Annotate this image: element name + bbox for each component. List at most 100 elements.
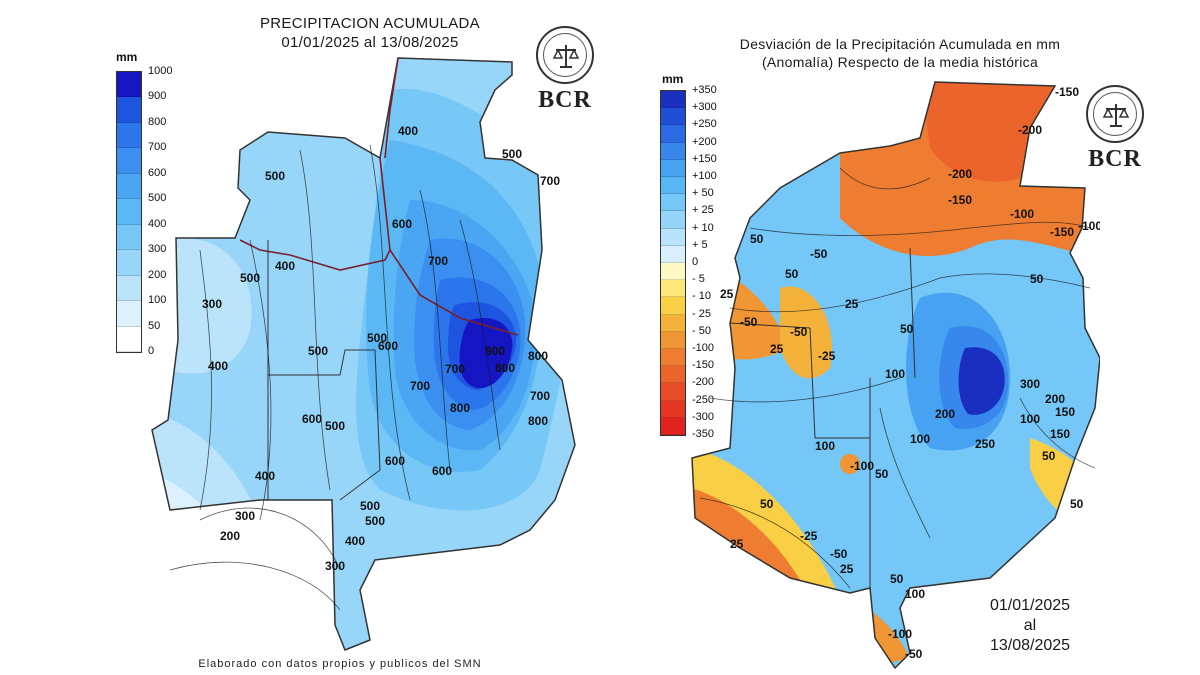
right-legend-label: +300 <box>692 101 717 114</box>
left-legend-label: 400 <box>148 217 167 230</box>
right-contour-label: 50 <box>1070 497 1084 511</box>
left-legend-swatch <box>117 250 141 276</box>
left-legend-label: 100 <box>148 294 167 307</box>
precipitation-anomaly-panel: Desviación de la Precipitación Acumulada… <box>600 0 1200 675</box>
left-legend-swatch <box>117 326 141 352</box>
left-legend-label: 1000 <box>148 65 173 77</box>
left-contour-label: 500 <box>240 271 260 285</box>
right-contour-label: -50 <box>830 547 848 561</box>
right-contour-label: 25 <box>840 562 854 576</box>
right-contour-label: -25 <box>800 529 818 543</box>
left-contour-label: 500 <box>325 419 345 433</box>
left-legend-swatch <box>117 122 141 149</box>
right-legend-label: +250 <box>692 118 717 131</box>
left-contour-label: 600 <box>385 454 405 468</box>
right-contour-label: 150 <box>1055 405 1075 419</box>
right-legend-swatch <box>661 314 685 332</box>
right-contour-label: 50 <box>785 267 799 281</box>
right-legend-label: +100 <box>692 170 717 182</box>
right-contour-label: 25 <box>845 297 859 311</box>
right-contour-label: -100 <box>888 627 912 641</box>
right-legend-label: - 25 <box>692 307 711 320</box>
right-legend-swatch <box>661 263 685 281</box>
left-contour-label: 500 <box>365 514 385 528</box>
right-legend-label: - 50 <box>692 324 711 337</box>
right-legend-swatch <box>661 331 685 350</box>
right-contour-label: 50 <box>890 572 904 586</box>
left-legend-swatch <box>117 275 141 302</box>
left-legend-label: 600 <box>148 166 167 179</box>
right-legend-swatch <box>661 280 685 298</box>
date-connector: al <box>1023 617 1037 634</box>
left-contour-label: 600 <box>302 412 322 426</box>
left-legend-label: 700 <box>148 141 167 154</box>
bcr-logo-text: BCR <box>1088 146 1142 172</box>
right-legend-swatch <box>661 211 685 229</box>
right-legend-swatch <box>661 400 685 418</box>
left-contour-label: 700 <box>410 379 430 393</box>
right-legend-swatch <box>661 245 685 264</box>
right-legend-swatch <box>661 159 685 178</box>
left-contour-label: 300 <box>235 509 255 523</box>
right-legend-swatch <box>661 91 685 109</box>
bcr-seal-icon <box>1086 85 1144 143</box>
right-map-date-range: 01/01/2025 al 13/08/2025 <box>960 596 1100 656</box>
right-contour-label: -50 <box>740 315 758 329</box>
bcr-logo-text: BCR <box>538 87 592 113</box>
right-contour-label: 250 <box>975 437 995 451</box>
right-contour-label: -150 <box>1050 225 1074 239</box>
left-legend-colorbar <box>116 71 142 353</box>
left-contour-label: 500 <box>360 499 380 513</box>
left-legend-label: 800 <box>148 115 167 128</box>
bcr-logo-left: BCR <box>525 26 605 114</box>
right-legend-unit: mm <box>662 72 684 86</box>
right-title-line1: Desviación de la Precipitación Acumulada… <box>739 36 1061 52</box>
right-contour-label: 50 <box>900 322 914 336</box>
right-contour-label: 150 <box>1050 427 1070 441</box>
right-contour-label: -25 <box>818 349 836 363</box>
right-legend-swatch <box>661 228 685 246</box>
bcr-logo-right: BCR <box>1070 85 1160 173</box>
left-legend-swatch <box>117 173 141 200</box>
right-legend-label: + 50 <box>692 187 714 200</box>
right-contour-label: -50 <box>810 247 828 261</box>
left-contour-label: 400 <box>208 359 228 373</box>
right-contour-label: 50 <box>750 232 764 246</box>
right-legend-label: + 25 <box>692 204 714 217</box>
left-contour-label: 400 <box>398 124 418 138</box>
right-map-title: Desviación de la Precipitación Acumulada… <box>680 35 1120 71</box>
left-contour-label: 700 <box>530 389 550 403</box>
right-legend-swatch <box>661 108 685 126</box>
right-contour-label: -50 <box>905 647 923 661</box>
left-legend-labels: 1000 900 800 700 600 500 400 300 200 100 50 0 <box>148 65 198 357</box>
right-legend-label: -250 <box>692 393 715 406</box>
right-legend-label: -350 <box>692 428 715 440</box>
right-contour-label: 25 <box>730 537 744 551</box>
right-contour-label: -100 <box>1078 219 1100 233</box>
right-legend-swatch <box>661 194 685 212</box>
left-legend-label: 50 <box>148 319 161 332</box>
left-contour-label: 800 <box>450 401 470 415</box>
right-contour-label: -100 <box>1010 207 1034 221</box>
right-legend-label: -100 <box>692 342 715 354</box>
right-legend-label: + 10 <box>692 221 714 234</box>
left-title-line2: 01/01/2025 al 13/08/2025 <box>281 34 459 51</box>
right-contour-label: -100 <box>850 459 874 473</box>
left-contour-label: 300 <box>325 559 345 573</box>
right-legend-swatch <box>661 383 685 401</box>
right-legend-swatch <box>661 349 685 367</box>
right-contour-label: 50 <box>1042 449 1056 463</box>
right-contour-label: 300 <box>1020 377 1040 391</box>
left-contour-label: 800 <box>495 361 515 375</box>
left-legend-label: 500 <box>148 192 167 205</box>
left-contour-label: 800 <box>528 414 548 428</box>
date-start: 01/01/2025 <box>989 597 1071 614</box>
left-map-title: PRECIPITACION ACUMULADA 01/01/2025 al 13… <box>210 14 530 52</box>
left-contour-label: 400 <box>255 469 275 483</box>
left-contour-label: 500 <box>265 169 285 183</box>
left-legend-swatch <box>117 301 141 327</box>
right-legend-label: -300 <box>692 410 715 423</box>
right-contour-label: -200 <box>948 167 972 181</box>
